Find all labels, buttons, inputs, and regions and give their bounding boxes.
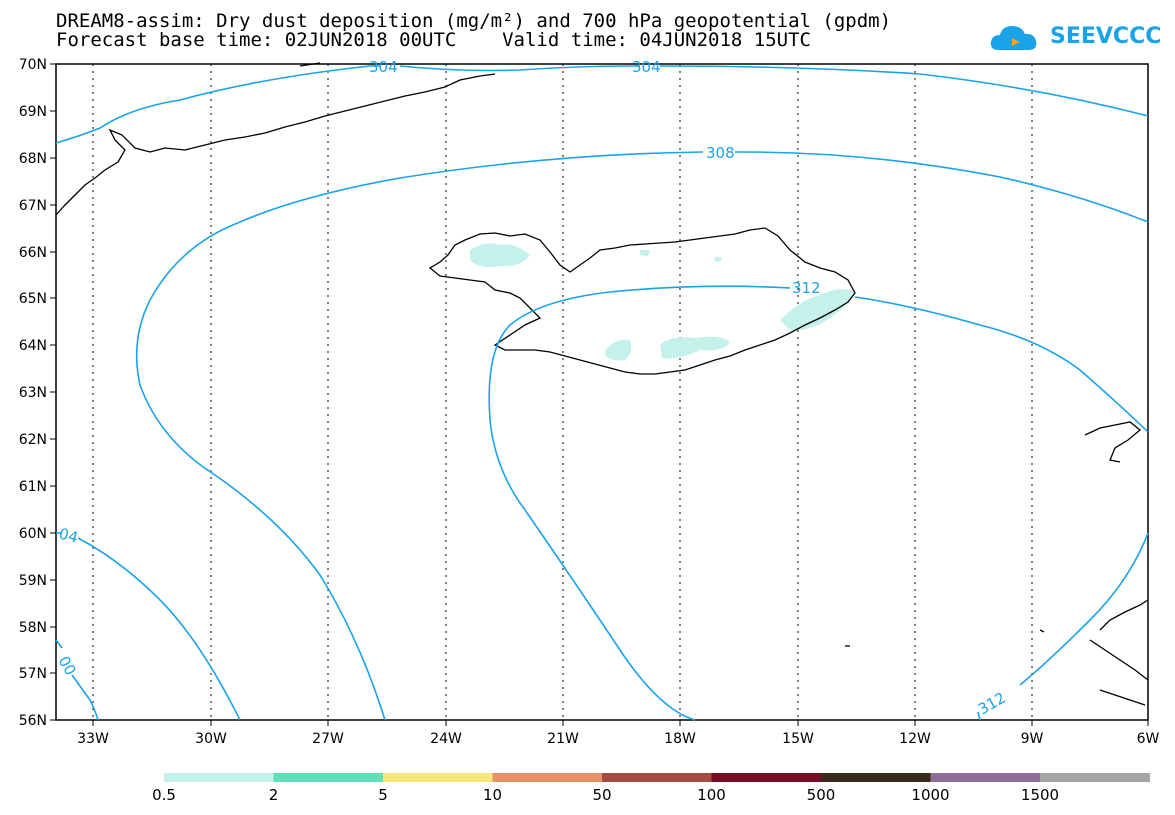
lat-label: 70N [19,57,47,73]
map-title-line2: Forecast base time: 02JUN2018 00UTC Vali… [56,29,811,51]
colorbar-swatch [930,773,1041,782]
colorbar-swatch [821,773,931,782]
lat-label: 56N [19,713,47,729]
map-frame [55,63,1149,721]
contour-label: 304 [632,58,661,76]
grid-lines [92,64,1033,720]
colorbar-swatch [1040,773,1150,782]
lat-label: 57N [19,666,47,682]
colorbar-label: 0.5 [152,786,176,804]
lat-label: 66N [19,245,47,261]
lat-label: 68N [19,151,47,167]
colorbar-swatch [273,773,384,782]
lon-ticks [92,720,1149,726]
contour-label: 308 [706,144,735,162]
lat-ticks [50,63,56,721]
lon-label: 18W [664,731,696,747]
lon-label: 30W [195,731,227,747]
contour-label: 312 [792,279,821,297]
lon-labels: 33W 30W 27W 24W 21W 18W 15W 12W 9W 6W [77,731,1159,747]
dust-deposition-areas [470,243,855,361]
logo-text: SEEVCCC [1050,24,1162,49]
lat-label: 58N [19,620,47,636]
colorbar-label: 10 [483,786,502,804]
lat-label: 69N [19,104,47,120]
contour-label: 04 [57,524,80,546]
lat-label: 64N [19,338,47,354]
lon-label: 21W [547,731,579,747]
colorbar-swatch [383,773,493,782]
colorbar-swatch [492,773,603,782]
lat-labels: 70N 69N 68N 67N 66N 65N 64N 63N 62N 61N … [19,57,47,729]
colorbar-label: 1000 [911,786,949,804]
colorbar-swatch [602,773,712,782]
colorbar-label: 100 [697,786,726,804]
lat-label: 67N [19,198,47,214]
geopotential-contours [55,65,1149,721]
lat-label: 63N [19,385,47,401]
lon-label: 6W [1137,731,1160,747]
colorbar-label: 2 [269,786,279,804]
lat-label: 59N [19,573,47,589]
lon-label: 27W [312,731,344,747]
lon-label: 33W [77,731,109,747]
lon-label: 12W [899,731,931,747]
cloud-logo-icon [990,26,1037,50]
contour-label: 304 [369,58,398,76]
lon-label: 24W [430,731,462,747]
colorbar-label: 1500 [1021,786,1059,804]
colorbar-legend: 0.5 2 5 10 50 100 500 1000 1500 [152,773,1150,804]
colorbar-swatch [711,773,822,782]
colorbar-label: 5 [378,786,388,804]
lat-label: 61N [19,479,47,495]
map-title-line1: DREAM8-assim: Dry dust deposition (mg/m²… [56,10,892,32]
coastlines [55,62,1149,706]
colorbar-label: 500 [807,786,836,804]
colorbar-swatch [164,773,274,782]
lon-label: 9W [1021,731,1044,747]
lat-label: 62N [19,432,47,448]
lat-label: 65N [19,291,47,307]
lon-label: 15W [782,731,814,747]
lat-label: 60N [19,526,47,542]
colorbar-label: 50 [592,786,611,804]
